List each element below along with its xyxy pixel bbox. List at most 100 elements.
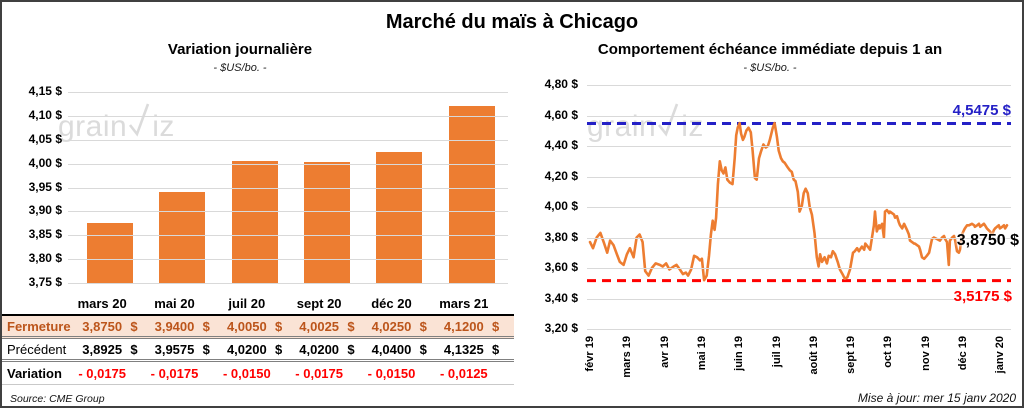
y-axis-label: 4,00 $ (28, 155, 62, 170)
table-cell: 4,0050 $ (219, 319, 291, 334)
x-axis-label: nov 19 (919, 336, 932, 371)
last-price-label: 3,8750 $ (956, 232, 1019, 250)
y-axis-label: 3,75 $ (28, 275, 62, 289)
cell-value: 3,8925 (82, 341, 123, 357)
y-axis-label: 4,40 $ (544, 138, 578, 152)
cell-value: 3,8750 (82, 318, 123, 334)
cell-currency: $ (202, 341, 210, 357)
bar (159, 192, 206, 283)
cell-value: 3,9400 (154, 318, 195, 334)
table-cell: 4,1200 $ (436, 319, 508, 334)
table-row-fermeture: Fermeture 3,8750 $3,9400 $4,0050 $ 4,0025 $4,0… (2, 316, 514, 339)
x-axis-label: oct 19 (882, 336, 895, 368)
bar-column (436, 92, 508, 283)
x-axis-label: sept 19 (845, 336, 858, 374)
column-header: mai 20 (146, 296, 218, 311)
table-cell: 3,8750 $ (74, 319, 146, 334)
gridline (68, 92, 508, 93)
table-cell: - 0,0150 (219, 366, 291, 381)
cell-value: 4,0200 (226, 341, 267, 357)
checkmark-icon (127, 102, 152, 152)
table-row-precedent: Précédent 3,8925 $3,9575 $4,0200 $4,0200 $4,0… (2, 339, 514, 362)
watermark-text-suffix: iz (152, 110, 175, 143)
gridline (587, 268, 1011, 269)
gridline (587, 329, 1011, 330)
column-header-text: mai 20 (154, 295, 195, 311)
bar-column (146, 92, 218, 283)
bar (304, 162, 351, 283)
x-axis-label: août 19 (807, 336, 820, 375)
y-axis-label: 4,20 $ (544, 168, 578, 183)
gridline (68, 115, 508, 117)
table-cell: - 0,0175 (146, 366, 218, 381)
gridline (68, 187, 508, 189)
cell-value: 4,0050 (226, 318, 267, 334)
column-header: mars 20 (74, 296, 146, 311)
cell-currency: $ (130, 318, 138, 334)
column-header-text: déc 20 (371, 295, 412, 311)
page-title: Marché du maïs à Chicago (385, 11, 639, 33)
gridline (68, 283, 508, 284)
y-axis-label: 4,05 $ (28, 131, 62, 146)
immediate-expiry-panel: Comportement échéance immédiate depuis 1… (514, 2, 1022, 406)
x-axis-label: janv 20 (994, 336, 1007, 374)
gridline (68, 211, 508, 213)
table-cell: - 0,0175 (74, 366, 146, 381)
watermark-text-prefix: grain (58, 110, 128, 143)
y-axis-label: 3,60 $ (544, 260, 578, 274)
column-header-text: mars 20 (77, 295, 127, 311)
cell-value: - 0,0175 (78, 365, 127, 381)
cell-value: - 0,0175 (150, 365, 199, 381)
x-axis-label: févr 19 (584, 336, 596, 372)
cell-currency: $ (491, 341, 500, 357)
column-header-text: juil 20 (228, 295, 266, 311)
update-note: Mise à jour: mer 15 janv 2020 (857, 391, 1016, 405)
gridline (68, 235, 508, 237)
bar-chart-title: Variation journalière (167, 41, 313, 58)
cell-currency: $ (347, 318, 355, 334)
line-chart-title: Comportement échéance immédiate depuis 1… (597, 41, 943, 58)
cell-value: 4,0250 (371, 318, 412, 334)
watermark-text-suffix: iz (681, 110, 704, 143)
line-chart-subtitle: - $US/bo. - (743, 62, 797, 74)
cell-currency: $ (419, 318, 427, 334)
gridline (68, 163, 508, 165)
bar-column (363, 92, 435, 283)
column-header: mars 21 (436, 296, 508, 311)
column-header-text: mars 21 (439, 295, 489, 311)
bar-series (74, 92, 508, 283)
bar (376, 151, 423, 283)
futures-table: mars 20 mai 20 juil 20 sept 20 déc 20 mars 21… (2, 292, 514, 385)
table-cell: - 0,0150 (363, 366, 435, 381)
cell-currency: $ (130, 341, 138, 357)
bar (87, 223, 134, 283)
y-axis-label: 3,20 $ (544, 321, 578, 335)
gridline (587, 85, 1011, 86)
cell-value: 4,0025 (299, 318, 340, 334)
row-label: Fermeture (7, 318, 71, 334)
x-axis-label: juin 19 (733, 336, 746, 371)
table-cell: - 0,0175 (291, 366, 363, 381)
cell-value: 4,1325 (443, 341, 484, 357)
gridline (587, 298, 1011, 300)
cell-value: - 0,0125 (439, 365, 488, 381)
gridline (587, 237, 1011, 239)
y-axis-label: 4,80 $ (544, 77, 578, 91)
gridline (587, 176, 1011, 178)
x-axis-label: mars 19 (621, 336, 634, 378)
bar-column (291, 92, 363, 283)
table-cell: 4,0025 $ (291, 319, 363, 334)
gridline (587, 146, 1011, 147)
gridline (587, 207, 1011, 208)
x-axis-label: déc 19 (957, 336, 969, 371)
y-axis-label: 3,85 $ (28, 227, 62, 242)
table-cell: 4,0400 $ (363, 342, 435, 357)
y-axis-label: 3,80 $ (544, 229, 578, 244)
column-header: juil 20 (219, 296, 291, 311)
cell-value: - 0,0175 (295, 365, 343, 381)
x-axis-label: mai 19 (695, 336, 708, 371)
line-chart-plot (587, 85, 1011, 330)
table-row-variation: Variation - 0,0175 - 0,0175 - 0,0150 - 0,017… (2, 362, 514, 385)
y-axis-label: 3,80 $ (28, 251, 62, 266)
